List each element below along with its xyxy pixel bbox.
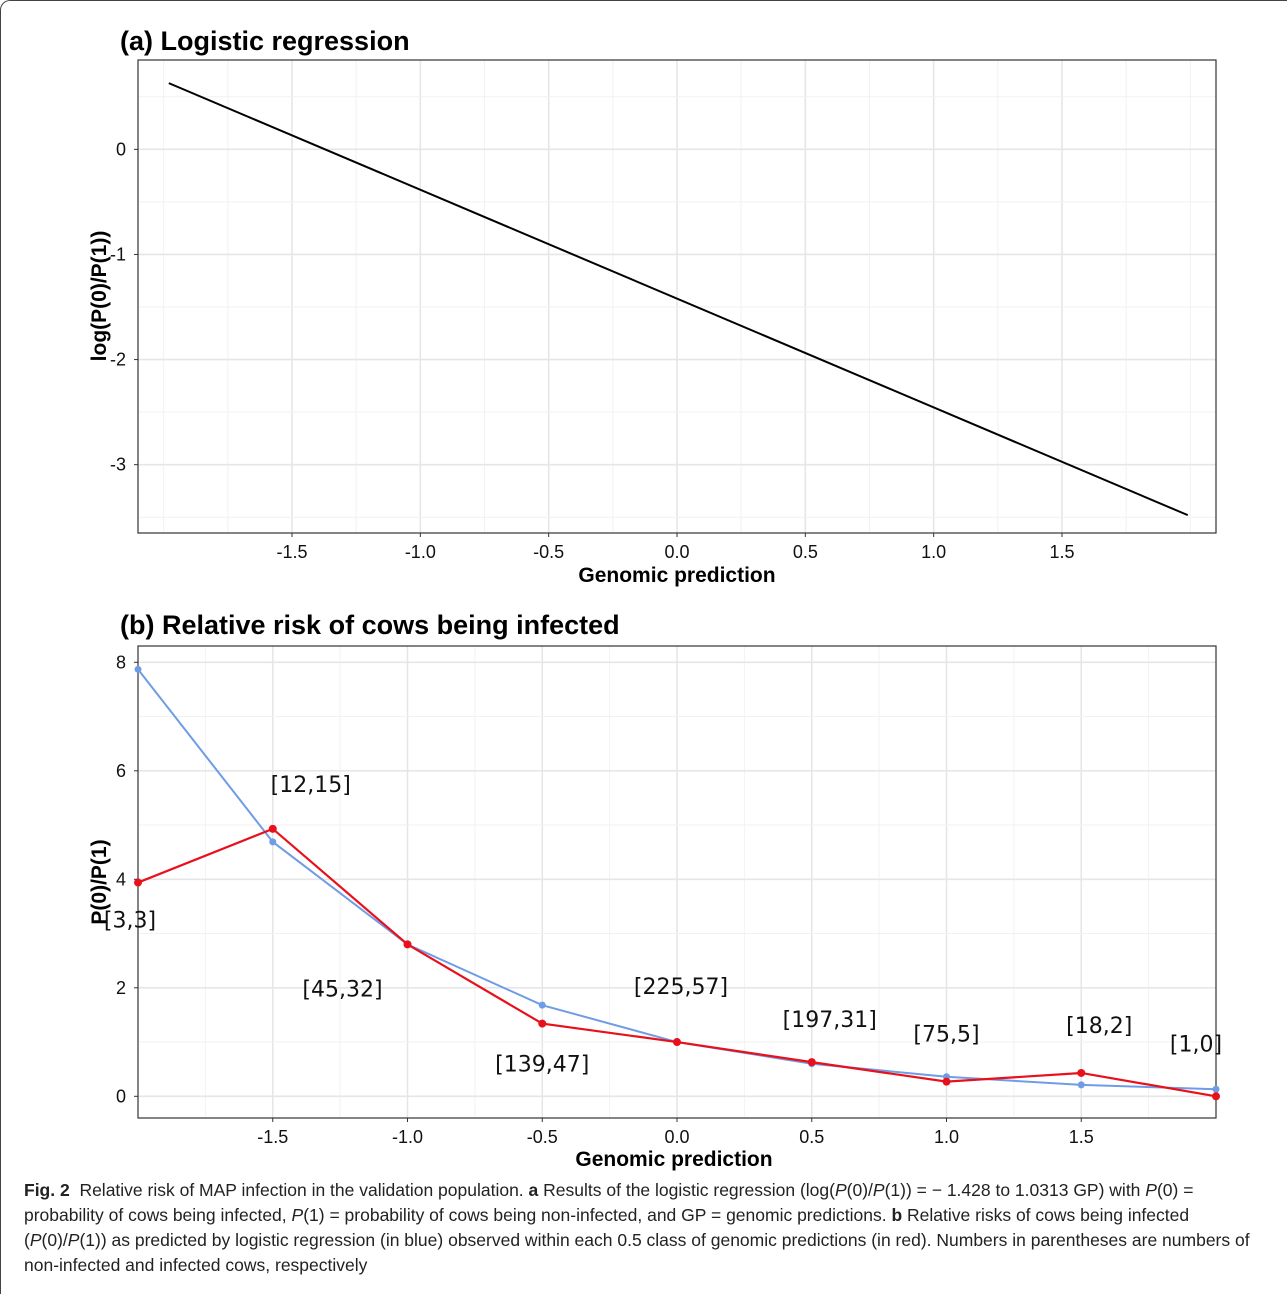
series-2-point [268,824,277,833]
series-2-point [807,1058,816,1067]
series-2-point [673,1038,681,1047]
x-tick-label: 0.5 [799,1127,824,1147]
caption-text-5: P [872,1180,885,1200]
x-tick-label: 1.5 [1069,1127,1094,1147]
chart-b-ylabel: P(0)/P(1) [88,839,111,924]
chart-a-series [168,82,1189,517]
chart-a-logistic-regression: (a) Logistic regression -1.5 -1.0 -0.5 0.0 0… [88,26,1217,587]
series-2-point [538,1019,547,1028]
y-tick-label: 4 [116,869,126,889]
chart-b-gridlines [137,646,1217,1118]
x-tick-label: -0.5 [527,1127,558,1147]
chart-b-series [134,665,1220,1101]
caption-text-11: Relative risks of cows being infected ( [24,1205,1190,1250]
annotation-label: [3,3] [104,909,156,934]
caption-text-9: P [291,1205,304,1225]
caption-label-a: a [528,1180,539,1200]
series-2-point [1212,1092,1220,1101]
annotation-label: [139,47] [495,1053,589,1078]
x-tick-label: 0.0 [664,542,689,562]
caption-text-1: Relative risk of MAP infection in the va… [79,1180,524,1200]
y-tick-label: -2 [110,350,126,370]
chart-a-ylabel: log(P(0)/P(1)) [88,231,111,362]
series-2-point [1077,1068,1086,1077]
x-tick-label: 1.0 [934,1127,959,1147]
x-tick-label: 1.0 [921,542,946,562]
x-tick-label: -1.0 [392,1127,423,1147]
x-tick-label: -1.5 [276,542,307,562]
series-2-point [403,940,412,949]
chart-b-tick-labels: -1.5 -1.0 -0.5 0.0 0.5 1.0 1.5 0 2 4 6 8 [116,652,1094,1147]
x-tick-label: -0.5 [533,542,564,562]
chart-b-title: (b) Relative risk of cows being infected [120,610,620,640]
chart-a-gridlines [138,60,1216,533]
y-tick-label: -1 [110,244,126,264]
x-tick-label: 1.5 [1049,542,1074,562]
annotation-label: [225,57] [634,975,728,1000]
annotation-label: [18,2] [1066,1014,1132,1039]
y-tick-label: 8 [116,652,126,672]
y-tick-label: -3 [110,455,126,475]
annotation-label: [12,15] [271,773,351,798]
chart-a-tick-labels: -1.5 -1.0 -0.5 0.0 0.5 1.0 1.5 0 -1 -2 -3 [110,139,1075,562]
annotation-label: [197,31] [783,1008,877,1033]
series-1-point [1212,1085,1220,1093]
series-1-point [538,1001,546,1009]
caption-text-12: P [29,1230,42,1250]
series-line-1 [168,82,1189,517]
caption-label-b: b [891,1205,903,1225]
x-tick-label: -1.5 [257,1127,288,1147]
caption-text-13: (0)/ [41,1230,68,1250]
caption-text-15: (1)) as predicted by logistic regression… [24,1230,1250,1275]
chart-b-xlabel: Genomic prediction [575,1148,772,1171]
caption-fig-label: Fig. 2 [24,1180,70,1200]
y-tick-label: 0 [116,1086,126,1106]
caption-text-8: (0) = probability of cows being infected… [24,1180,1194,1225]
y-tick-label: 6 [116,761,126,781]
caption-text-10: (1) = probability of cows being non-infe… [303,1205,887,1225]
caption-text-3: P [834,1180,847,1200]
caption-text-7: P [1145,1180,1157,1200]
chart-b-annotations: [3,3] [12,15] [45,32] [139,47] [225,57] [197,… [104,773,1222,1078]
caption-text-14: P [67,1230,80,1250]
y-tick-label: 0 [116,139,126,159]
figure-caption: Fig. 2 Relative risk of MAP infection in… [24,1178,1274,1278]
caption-text-2: Results of the logistic regression (log( [543,1180,835,1200]
annotation-label: [75,5] [913,1023,979,1048]
x-tick-label: -1.0 [405,542,436,562]
series-1-point [134,665,142,673]
chart-a-xlabel: Genomic prediction [578,564,775,587]
x-tick-label: 0.0 [664,1127,689,1147]
caption-text-6: (1)) = − 1.428 to 1.0313 GP) with [884,1180,1141,1200]
x-tick-label: 0.5 [793,542,818,562]
series-1-point [269,838,277,846]
series-2-point [942,1077,951,1086]
caption-text-4: (0)/ [846,1180,873,1200]
annotation-label: [45,32] [302,977,382,1002]
chart-b-relative-risk: (b) Relative risk of cows being infected… [88,610,1222,1171]
series-2-point [134,878,142,887]
annotation-label: [1,0] [1170,1032,1222,1057]
chart-a-title: (a) Logistic regression [120,26,410,56]
y-tick-label: 2 [116,978,126,998]
series-1-point [1077,1081,1085,1089]
